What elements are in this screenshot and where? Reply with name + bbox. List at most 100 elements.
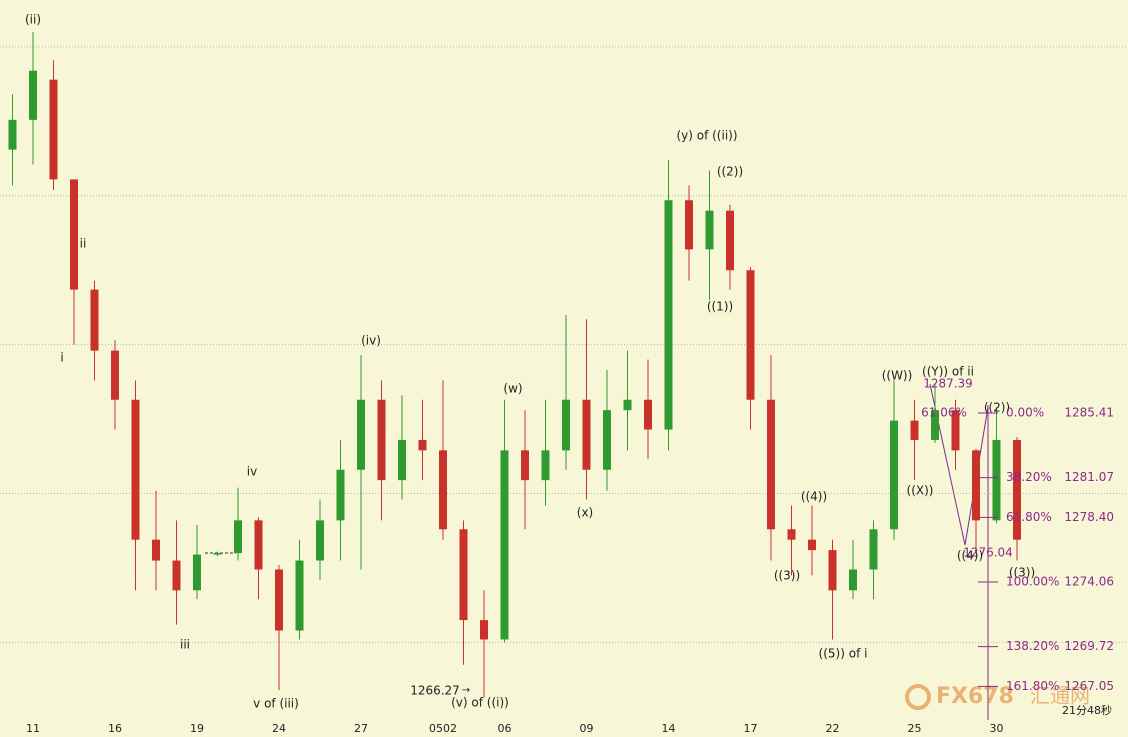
wave-label: ((3)) [774, 569, 800, 583]
wave-label: (ii) [25, 13, 41, 27]
candle-body [910, 420, 919, 440]
candle-body [234, 520, 242, 554]
candle-body [70, 179, 78, 290]
fib-price: 1267.05 [1064, 679, 1114, 693]
wave-label: ((Y)) of ii [922, 365, 974, 379]
logo [905, 684, 931, 710]
candle-body [439, 450, 447, 530]
wave-label: ii [80, 237, 87, 251]
candle-body [398, 439, 406, 481]
x-tick-label: 11 [26, 722, 40, 735]
wave-label: (x) [577, 506, 593, 520]
candle-body [562, 399, 570, 451]
fib-ratio: 38.20% [1006, 470, 1052, 484]
wave-label: ((X)) [907, 484, 934, 498]
candle-body [275, 569, 283, 631]
wave-label: iii [180, 638, 190, 652]
candle-body [1013, 439, 1021, 540]
candle-body [746, 270, 755, 400]
wave-label: iv [247, 465, 257, 479]
candle-body [931, 410, 939, 440]
candle-body [418, 439, 427, 451]
wave-label: ((2)) [984, 401, 1010, 415]
fib-ratio: 100.00% [1006, 574, 1059, 588]
x-tick-label: 25 [908, 722, 922, 735]
wave-label: ((5)) of i [819, 647, 868, 661]
candle-body [377, 399, 386, 481]
watermark-cn: 汇通网 [1030, 684, 1090, 708]
x-tick-label: 06 [498, 722, 512, 735]
wave-label: i [60, 351, 63, 365]
candle-body [972, 450, 980, 521]
candle-body [336, 469, 345, 521]
wave-label: (v) of ((i)) [451, 696, 509, 710]
candle-body [828, 550, 837, 591]
fib-ratio: 61.80% [1006, 510, 1052, 524]
candle-body [459, 529, 468, 621]
fib-price: 1285.41 [1064, 406, 1114, 420]
candle-body [29, 70, 37, 120]
fib-price: 1274.06 [1064, 574, 1114, 588]
x-tick-label: 14 [662, 722, 676, 735]
x-tick-label: 09 [580, 722, 594, 735]
watermark-brand: FX678 [936, 684, 1014, 709]
fib-price: 1278.40 [1064, 510, 1114, 524]
wave-line [929, 383, 989, 546]
candle-body [49, 79, 58, 180]
candle-body [500, 450, 509, 640]
candle-body [8, 119, 17, 150]
x-tick-label: 0502 [429, 722, 457, 735]
wave-label: 1266.27 [410, 684, 460, 698]
candle-body [685, 200, 693, 250]
wave-label: ((4)) [957, 549, 983, 563]
candle-body [111, 350, 119, 400]
candle-body [787, 529, 796, 540]
wave-label: 61.06% [921, 406, 967, 420]
wave-label: ((3)) [1009, 566, 1035, 580]
candle-body [623, 399, 632, 411]
candle-body [357, 399, 365, 470]
candle-body [480, 620, 488, 640]
fib-ratio: 138.20% [1006, 639, 1059, 653]
candle-body [90, 289, 99, 351]
x-tick-label: 17 [744, 722, 758, 735]
candle-body [213, 553, 222, 555]
candle-body [808, 539, 816, 551]
wave-label: ((4)) [801, 490, 827, 504]
candle-body [767, 399, 775, 530]
candle-body [726, 210, 734, 271]
candle-body [152, 539, 160, 561]
candle-body [172, 560, 181, 591]
arrow: → [462, 685, 470, 696]
x-tick-label: 24 [272, 722, 286, 735]
x-tick-label: 22 [826, 722, 840, 735]
x-tick-label: 19 [190, 722, 204, 735]
x-tick-label: 16 [108, 722, 122, 735]
x-tick-label: 30 [990, 722, 1004, 735]
candle-body [869, 529, 878, 570]
fib-price: 1281.07 [1064, 470, 1114, 484]
wave-label: 1287.39 [923, 377, 973, 391]
candle-body [316, 520, 324, 561]
wave-label: ((W)) [882, 369, 913, 383]
wave-label: (y) of ((ii)) [676, 129, 737, 143]
candle-body [582, 399, 591, 470]
x-tick-label: 27 [354, 722, 368, 735]
candle-body [849, 569, 857, 591]
fib-ratio: 0.00% [1006, 406, 1044, 420]
candle-body [541, 450, 550, 481]
candle-body [295, 560, 304, 631]
wave-label: (w) [503, 382, 522, 396]
candle-body [193, 554, 201, 591]
candle-body [254, 520, 263, 570]
timer: 21分48秒 [1062, 703, 1112, 717]
wave-label: v of (iii) [253, 697, 299, 711]
wave-label: ((1)) [707, 300, 733, 314]
fib-price: 1269.72 [1064, 639, 1114, 653]
candle-body [521, 450, 529, 481]
candle-body [705, 210, 714, 250]
wave-label: (iv) [361, 334, 381, 348]
wave-label: ((2)) [717, 165, 743, 179]
